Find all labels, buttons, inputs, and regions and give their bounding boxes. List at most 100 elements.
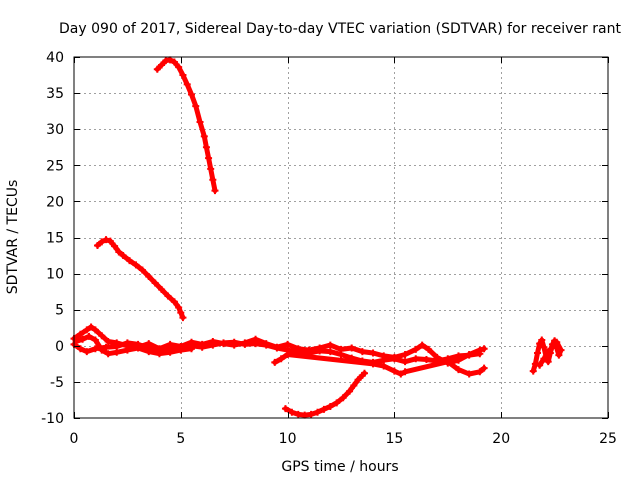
y-tick-label: 35: [46, 86, 64, 102]
data-point: [465, 351, 473, 359]
x-tick-label: 25: [599, 431, 617, 447]
data-point: [119, 252, 127, 260]
data-point: [179, 71, 187, 79]
data-point: [91, 326, 99, 334]
data-point: [337, 350, 345, 358]
data-point: [170, 58, 178, 66]
data-point: [187, 345, 195, 353]
data-point: [98, 346, 106, 354]
data-point: [454, 352, 462, 360]
grid: [74, 57, 608, 418]
data-point: [175, 304, 183, 312]
data-point: [187, 91, 195, 99]
data-point: [207, 165, 215, 173]
series-arc-mid: [93, 236, 187, 322]
data-point: [132, 261, 140, 269]
data-point: [534, 349, 542, 357]
data-point: [151, 279, 159, 287]
data-point: [301, 411, 309, 419]
data-point: [220, 339, 228, 347]
data-point: [412, 355, 420, 363]
data-point: [540, 355, 548, 363]
data-point: [480, 364, 488, 372]
data-point: [177, 309, 185, 317]
data-point: [145, 348, 153, 356]
data-point: [202, 143, 210, 151]
data-point: [354, 376, 362, 384]
data-point: [179, 314, 187, 322]
data-point: [198, 343, 206, 351]
data-point: [104, 337, 112, 345]
x-tick-label: 5: [176, 431, 185, 447]
data-point: [476, 368, 484, 376]
data-point: [209, 176, 217, 184]
series-arc-low-tail: [271, 350, 488, 378]
data-point: [557, 346, 565, 354]
data-point: [397, 370, 405, 378]
data-point: [83, 348, 91, 356]
data-point: [358, 348, 366, 356]
data-point: [326, 402, 334, 410]
data-point: [476, 350, 484, 358]
data-point: [85, 332, 93, 340]
data-point: [241, 340, 249, 348]
data-point: [273, 344, 281, 352]
series-arc-late: [529, 336, 565, 375]
data-point: [166, 56, 174, 64]
y-tick-label: 5: [55, 303, 64, 319]
data-point: [91, 336, 99, 344]
data-point: [288, 408, 296, 416]
data-point: [401, 358, 409, 366]
data-point: [348, 344, 356, 352]
y-tick-label: 10: [46, 267, 64, 283]
data-point: [196, 118, 204, 126]
data-point: [76, 345, 84, 353]
data-point: [87, 323, 95, 331]
data-point: [123, 339, 131, 347]
data-point: [83, 326, 91, 334]
data-point: [277, 355, 285, 363]
data-point: [115, 248, 123, 256]
data-point: [209, 341, 217, 349]
data-point: [390, 367, 398, 375]
series-arc-high: [153, 56, 219, 195]
data-point: [138, 266, 146, 274]
data-point: [380, 362, 388, 370]
y-tick-label: 30: [46, 122, 64, 138]
data-point: [350, 382, 358, 390]
data-point: [281, 405, 289, 413]
axis-ticks: 0 5 10 15 20 25 -10 -5 0 5 10 15 20 25 30 35 40: [41, 50, 617, 447]
data-point: [339, 394, 347, 402]
y-tick-label: 40: [46, 50, 64, 66]
x-axis-label: GPS time / hours: [281, 459, 398, 475]
data-point: [123, 346, 131, 354]
y-tick-label: 0: [55, 339, 64, 355]
data-point: [145, 272, 153, 280]
data-point: [412, 345, 420, 353]
y-tick-label: 20: [46, 194, 64, 210]
data-point: [170, 298, 178, 306]
x-tick-label: 0: [70, 431, 79, 447]
data-point: [158, 285, 166, 293]
data-point: [422, 356, 430, 364]
data-point: [360, 369, 368, 377]
data-point: [369, 349, 377, 357]
data-point: [425, 345, 433, 353]
data-point: [211, 187, 219, 195]
data-point: [111, 242, 119, 250]
data-point: [79, 335, 87, 343]
data-point: [155, 350, 163, 358]
data-point: [166, 348, 174, 356]
y-tick-label: -10: [41, 411, 64, 427]
data-point: [271, 358, 279, 366]
data-point: [326, 341, 334, 349]
x-tick-label: 15: [385, 431, 403, 447]
data-point: [401, 350, 409, 358]
y-axis-label: SDTVAR / TECUs: [5, 180, 21, 295]
data-point: [553, 338, 561, 346]
data-point: [369, 360, 377, 368]
data-point: [205, 154, 213, 162]
data-point: [200, 132, 208, 140]
data-point: [401, 368, 409, 376]
data-point: [316, 347, 324, 355]
